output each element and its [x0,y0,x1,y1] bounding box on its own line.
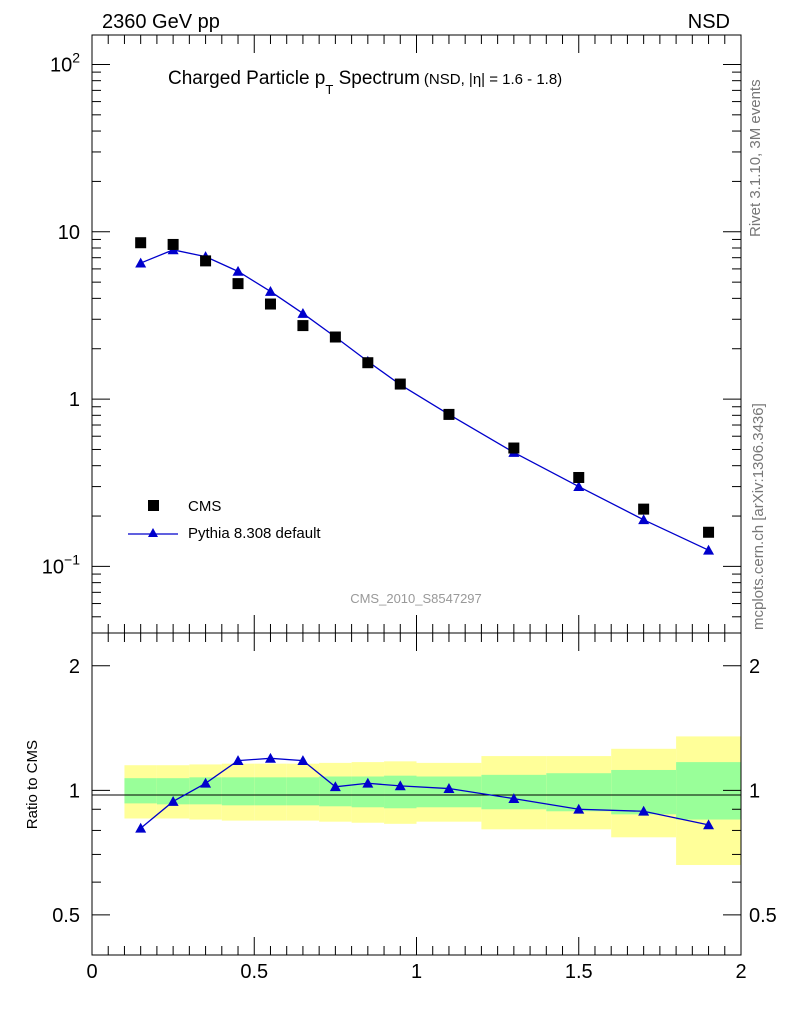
ratio-pythia-point [508,793,520,804]
cms-point [703,526,715,538]
x-tick-label: 1 [411,961,422,983]
band-inner [124,778,157,804]
cms-point [200,255,212,267]
ratio-panel: 0.5 0.5 1 1 2 2 0 0.5 1 1.5 2 Ratio to CMS [24,632,777,983]
band-inner [221,777,255,806]
cms-point [508,442,520,454]
legend-marker-cms [148,500,159,511]
pythia-point [573,481,585,491]
band-inner [481,774,547,810]
main-y-tick-label: 10−1 [42,551,80,578]
legend-label-cms: CMS [188,498,221,515]
tick-base: 10 [42,556,64,578]
header-right: NSD [688,11,730,33]
main-frame [91,34,742,634]
ratio-y-tick-label-left: 2 [69,656,80,678]
band-inner [254,777,287,806]
cms-point [264,298,276,310]
band-inner [319,776,352,807]
title-main2: Spectrum [333,68,420,89]
ratio-y-tick-label-left: 0.5 [52,905,80,927]
main-title: Charged Particle pT Spectrum (NSD, |η| = … [168,68,562,97]
legend-marker-pythia [148,528,158,537]
ratio-pythia-point [264,752,276,763]
ratio-pythia-point [573,803,585,814]
watermark: CMS_2010_S8547297 [350,591,482,606]
tick-exponent: −1 [64,551,80,567]
ratio-pythia-point [362,777,374,788]
main-y-tick-label: 10 [58,222,80,244]
main-y-tick-label: 1 [69,389,80,411]
ratio-ticks [91,633,742,956]
pythia-point [703,544,715,555]
ratio-y-tick-label-left: 1 [69,780,80,802]
pythia-point [297,307,309,318]
x-tick-label: 2 [735,961,746,983]
pythia-point [264,285,276,296]
x-tick-label: 0 [86,961,97,983]
ratio-pythia-point [443,783,455,793]
ratio-y-tick-label-right: 0.5 [749,905,777,927]
title-small: (NSD, |η| = 1.6 - 1.8) [424,71,562,88]
title-main: Charged Particle p [168,68,325,89]
tick-base: 10 [50,54,72,76]
ratio-y-tick-label-right: 2 [749,656,760,678]
pythia-line [140,249,709,551]
ratio-pythia-line [140,757,709,829]
main-y-tick-label: 102 [50,49,80,76]
ratio-pythia-point [135,822,147,833]
ratio-y-tick-labels: 0.5 0.5 1 1 2 2 [52,656,777,927]
header-left: 2360 GeV pp [102,11,220,33]
legend-label-pythia: Pythia 8.308 default [188,525,321,542]
cms-point [329,331,341,343]
cms-point [638,503,650,515]
cms-point [232,278,244,290]
ratio-pythia-point [167,795,179,806]
x-tick-label: 0.5 [240,961,268,983]
ratio-y-axis-label: Ratio to CMS [24,740,41,829]
ratio-pythia-point [394,780,406,791]
side-text-top: Rivet 3.1.10, 3M events [747,79,764,237]
cms-point [362,357,374,369]
cms-point [135,237,147,249]
main-marks [135,237,715,555]
cms-point [297,320,309,332]
ratio-pythia-point [703,819,715,830]
ratio-pythia-point [297,755,309,765]
ratio-pythia-point [329,781,341,792]
tick-exponent: 2 [72,49,80,65]
cms-point [443,408,455,420]
pythia-point [638,514,650,525]
cms-point [394,378,406,390]
ratio-y-tick-label-right: 1 [749,780,760,802]
x-tick-label: 1.5 [565,961,593,983]
ratio-pythia-point [200,777,212,788]
ratio-marks [135,752,715,833]
pythia-point [232,265,244,276]
pythia-point [135,257,147,268]
title-sub: T [325,82,333,97]
cms-point [573,471,585,483]
ratio-pythia-point [232,755,244,765]
band-inner [286,777,320,806]
cms-point [167,238,179,250]
ratio-bands [124,736,741,866]
main-ticks [91,35,742,634]
ratio-x-tick-labels: 0 0.5 1 1.5 2 [86,961,746,983]
ratio-pythia-point [638,805,650,816]
legend: CMS Pythia 8.308 default [128,498,321,542]
side-text-bottom: mcplots.cern.ch [arXiv:1306.3436] [750,403,767,630]
